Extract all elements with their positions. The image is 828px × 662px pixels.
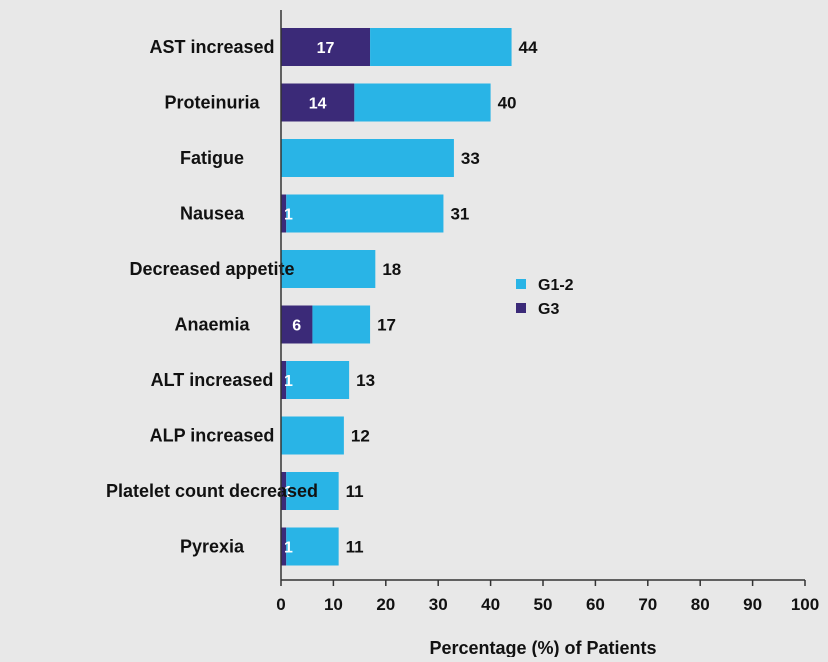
category-label-anaemia: Anaemia: [174, 315, 250, 335]
bar-g3-alt-increased: [281, 361, 287, 399]
category-label-nausea: Nausea: [180, 204, 245, 224]
x-tick-label-80: 80: [691, 595, 710, 614]
bar-g3-pyrexia: [281, 527, 287, 566]
total-value-label-pyrexia: 11: [346, 538, 364, 557]
g3-value-label-pyrexia: 1: [284, 540, 293, 557]
total-value-label-fatigue: 33: [461, 149, 480, 168]
legend-label-g1-2: G1-2: [538, 277, 574, 294]
category-label-fatigue: Fatigue: [180, 148, 244, 168]
x-tick-label-100: 100: [791, 595, 819, 614]
bar-g12-platelet-count-decreased: [286, 472, 339, 510]
g3-value-label-nausea: 1: [284, 207, 293, 224]
bar-g3-ast-increased: [281, 28, 371, 66]
bar-g3-nausea: [281, 194, 287, 233]
total-value-label-nausea: 31: [450, 205, 469, 224]
bar-g3-anaemia: [281, 305, 313, 344]
legend-swatch-g3: [516, 303, 526, 313]
g3-value-label-anaemia: 6: [292, 318, 301, 335]
x-tick-label-10: 10: [324, 595, 343, 614]
bar-g12-ast-increased: [370, 28, 512, 66]
category-label-pyrexia: Pyrexia: [180, 537, 245, 557]
bar-g12-proteinuria: [354, 83, 491, 122]
bar-g12-anaemia: [312, 305, 371, 344]
x-tick-label-60: 60: [586, 595, 605, 614]
bar-g12-alp-increased: [281, 416, 344, 455]
total-value-label-ast-increased: 44: [519, 38, 538, 57]
legend-label-g3: G3: [538, 301, 559, 318]
total-value-label-alt-increased: 13: [356, 371, 375, 390]
bar-g12-alt-increased: [286, 361, 350, 399]
category-labels: AST increased Proteinuria Fatigue Nausea Dec…: [106, 37, 318, 557]
x-tick-label-70: 70: [638, 595, 657, 614]
x-tick-label-50: 50: [534, 595, 553, 614]
category-label-alp-increased: ALP increased: [150, 426, 275, 446]
x-tick-label-90: 90: [743, 595, 762, 614]
total-value-label-proteinuria: 40: [498, 94, 517, 113]
x-tick-label-20: 20: [376, 595, 395, 614]
category-label-platelet-count-decreased: Platelet count decreased: [106, 481, 318, 501]
total-value-label-decreased-appetite: 18: [382, 260, 401, 279]
bar-g12-nausea: [286, 194, 444, 233]
g3-value-label-ast-increased: 17: [317, 40, 335, 57]
category-label-alt-increased: ALT increased: [151, 370, 274, 390]
category-label-ast-increased: AST increased: [149, 37, 274, 57]
bar-g3-platelet-count-decreased: [281, 472, 287, 510]
x-axis-title: Percentage (%) of Patients: [429, 638, 656, 657]
category-label-proteinuria: Proteinuria: [164, 93, 260, 113]
total-value-label-platelet-count-decreased: 11: [346, 482, 364, 501]
x-tick-label-30: 30: [429, 595, 448, 614]
total-value-label-alp-increased: 12: [351, 427, 370, 446]
total-value-label-anaemia: 17: [377, 316, 396, 335]
bar-g12-pyrexia: [286, 527, 339, 566]
x-tick-label-40: 40: [481, 595, 500, 614]
bar-g12-decreased-appetite: [281, 250, 376, 288]
g3-value-label-alt-increased: 1: [284, 373, 293, 390]
bar-g12-fatigue: [281, 139, 454, 177]
category-label-decreased-appetite: Decreased appetite: [129, 259, 294, 279]
x-axis: 0 10 20 30 40 50 60 70 80 90 100: [276, 10, 819, 614]
x-tick-label-0: 0: [276, 595, 285, 614]
g3-value-label-proteinuria: 14: [309, 96, 327, 113]
bar-g3-proteinuria: [281, 83, 355, 122]
legend-swatch-g1-2: [516, 279, 526, 289]
g3-value-label-platelet-count-decreased: 1: [284, 484, 293, 501]
legend: G1-2 G3: [516, 277, 574, 318]
